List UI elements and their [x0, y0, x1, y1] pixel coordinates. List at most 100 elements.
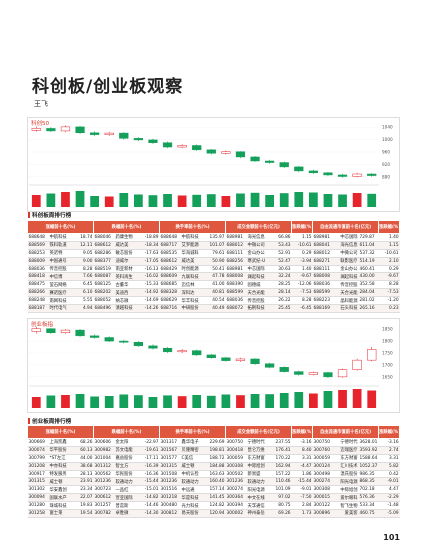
table-cell: 300274 — [225, 485, 247, 495]
table-cell: -10.61 — [378, 249, 400, 258]
candle-body — [90, 335, 100, 338]
table-cell: -15.44 — [291, 477, 313, 487]
table-cell: 铁科轨道 — [48, 241, 74, 250]
volume-bar — [352, 193, 362, 207]
table-cell: 纳芯微 — [114, 296, 140, 306]
header-cell: 涨幅前十名(%) — [26, 220, 95, 234]
table-cell: 艾罗能源 — [180, 241, 206, 250]
candle-body — [294, 371, 304, 375]
table-cell: -4.47 — [291, 462, 313, 471]
table-cell: 华平股份 — [48, 446, 74, 455]
table-row: 301258 富士莱 19.54 300782 卓胜微 -14.30 300812 易天股份 1… — [27, 509, 400, 518]
table-cell: 3.31 — [291, 454, 313, 463]
table-cell: 爱美客 — [333, 509, 359, 518]
table-cell: 124.82 — [205, 501, 226, 511]
table-cell: 1052.37 — [358, 462, 379, 471]
table-cell: -14.82 — [139, 493, 160, 503]
table-cell: 28.13 — [73, 470, 94, 479]
table-cell: 688036 — [27, 265, 49, 274]
table-cell: 40.54 — [205, 296, 226, 306]
volume-bar — [46, 395, 56, 408]
table-cell: 嘉益股份 — [114, 454, 140, 463]
candle-body — [367, 173, 377, 176]
table-cell: 28.14 — [271, 288, 292, 298]
header-cell: 换手率前十名(%) — [159, 220, 227, 234]
table-cell: 1.15 — [291, 233, 313, 242]
table-cell: 300612 — [93, 493, 115, 503]
table-cell: 301208 — [27, 462, 49, 471]
table-row: 688475 萤石网络 6.45 688125 古董华 -15.33 688685 迈信林 41… — [27, 280, 400, 290]
page-title: 科创板/创业板观察 — [32, 77, 184, 97]
volume-bar — [31, 195, 41, 207]
table-cell: 新易盛 — [246, 470, 272, 479]
table-cell: 688036 — [225, 296, 247, 306]
table-cell: 4.47 — [378, 485, 400, 495]
table-cell: 温氏股份 — [333, 470, 359, 479]
table-cell: 300122 — [312, 501, 334, 511]
table-cell: 威达美 — [114, 241, 140, 250]
table-cell: 深科达 — [180, 288, 206, 298]
volume-bar — [177, 195, 187, 207]
candle-body — [133, 138, 143, 141]
table-cell: 晶科能源 — [333, 296, 359, 306]
table-cell: -7.53 — [378, 288, 400, 298]
chart-label: 科创50 — [31, 119, 49, 127]
table-cell: 52.91 — [271, 249, 292, 258]
candle-body — [90, 132, 100, 135]
candle-body — [279, 162, 289, 168]
table-cell: 170.22 — [271, 454, 292, 463]
table-cell: 迈信林 — [180, 280, 206, 290]
volume-bar — [31, 397, 41, 408]
volume-bar — [148, 195, 158, 207]
table-cell: -14.46 — [139, 501, 160, 511]
table-cell: 智飞生物 — [333, 501, 359, 511]
table-cell: 688111 — [225, 249, 247, 258]
table-cell: 300782 — [93, 509, 115, 518]
table-cell: 300669 — [27, 438, 49, 447]
table-cell: 珠城科技 — [48, 501, 74, 511]
table-cell: 537.32 — [358, 249, 379, 258]
table-cell: -16.13 — [139, 265, 160, 274]
table-cell: 敏芯股份 — [114, 249, 140, 258]
volume-bar — [61, 192, 70, 207]
table-cell: 18.74 — [73, 233, 94, 242]
volume-bar — [192, 395, 202, 408]
header-cell: 跌幅前十名(%) — [93, 425, 161, 439]
table-cell: 514.19 — [358, 257, 379, 266]
table-cell: 12.11 — [73, 241, 94, 250]
header-cell: 成交金额前十名(亿元) — [225, 220, 293, 234]
candle-body — [119, 340, 129, 343]
table-cell: 66.86 — [271, 233, 292, 242]
table-cell: -17.11 — [139, 454, 160, 463]
table-cell: 352.58 — [358, 280, 379, 290]
table-cell: 301257 — [93, 501, 115, 511]
candle-body — [323, 172, 333, 176]
table-cell: 301236 — [159, 477, 181, 487]
table-wrap: 涨幅前十名(%) 跌幅前十名(%) 换手率前十名(%) 成交金额前十名(亿元) 涨跌幅(… — [26, 425, 401, 518]
table-cell: C美信 — [180, 454, 206, 463]
table-cell: 50.90 — [205, 257, 226, 266]
table-cell: 1.40 — [378, 233, 400, 242]
candle-body — [177, 145, 187, 148]
volume-bar — [206, 194, 216, 207]
candle-body — [265, 160, 275, 163]
table-cell: 中微公司 — [246, 241, 272, 250]
table-cell: 729.87 — [358, 233, 379, 242]
volume-bar — [46, 193, 56, 207]
table-cell: 美迪西 — [114, 288, 140, 298]
section-title: 创业板周排行榜 — [28, 417, 71, 425]
table-cell: 海光信息 — [333, 241, 359, 250]
header-row: 涨幅前十名(%) 跌幅前十名(%) 换手率前十名(%) 成交金额前十名(亿元) 涨跌幅(… — [26, 220, 401, 234]
header-cell: 换手率前十名(%) — [159, 425, 227, 439]
table-row: 688248 南网科技 5.55 688052 纳芯微 -14.69 688629 华丰科技 4… — [27, 296, 400, 306]
volume-bar — [221, 394, 231, 408]
table-cell: -3.16 — [291, 438, 313, 447]
candle-body — [221, 151, 231, 154]
candle-body — [235, 358, 246, 361]
table-cell: 威士顿 — [180, 462, 206, 471]
table-cell: 53.43 — [271, 241, 292, 250]
volume-bar — [250, 192, 260, 207]
table-cell: 阳光电源 — [246, 485, 272, 495]
table-cell: 52.47 — [271, 257, 292, 266]
table-cell: 时代电气 — [48, 304, 74, 313]
